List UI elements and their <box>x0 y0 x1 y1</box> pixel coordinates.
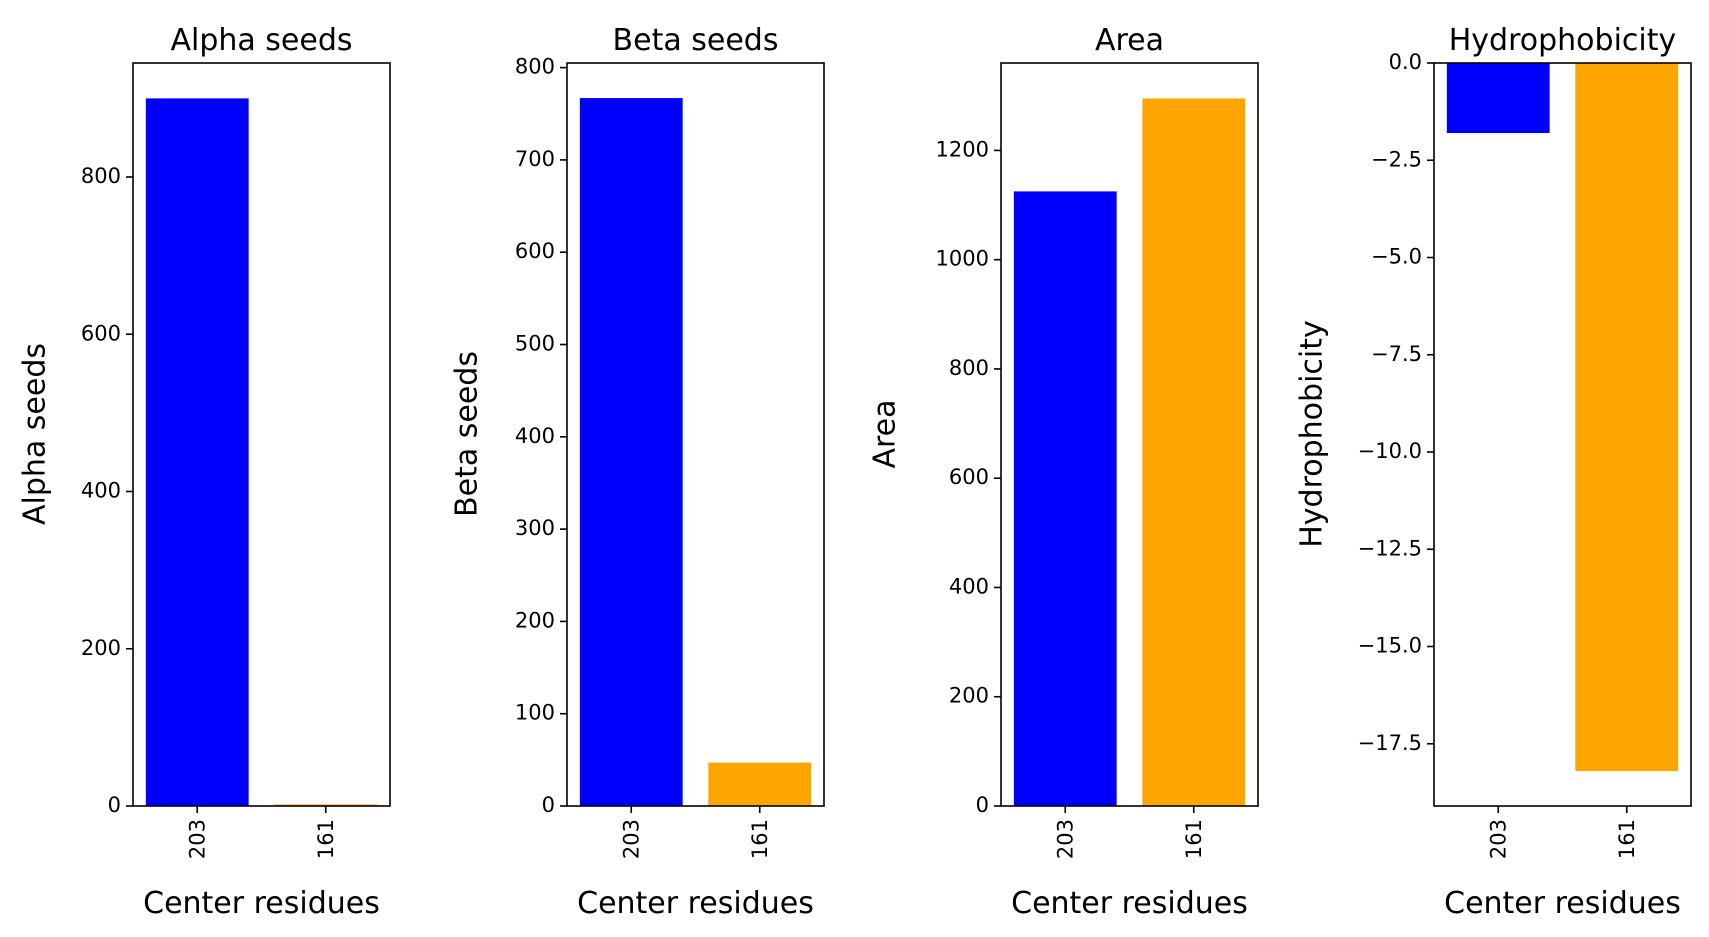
bar-203 <box>579 98 683 806</box>
x-tick-label: 203 <box>1053 819 1077 859</box>
x-tick-label: 203 <box>619 819 643 859</box>
y-tick-label: 0 <box>108 793 121 817</box>
y-tick-label: 400 <box>515 424 555 448</box>
y-tick-label: −15.0 <box>1358 634 1422 658</box>
area-panel: Area Area Center residues 203 161 0 200 400 6… <box>868 23 1259 921</box>
x-tick-label: 203 <box>185 819 209 859</box>
alpha-seeds-panel: Alpha seeds Alpha seeds Center residues … <box>18 23 391 921</box>
bar-203 <box>145 98 249 806</box>
bar-203 <box>1013 191 1117 806</box>
plot-frame <box>1433 62 1692 807</box>
x-axis-label: Center residues <box>1444 886 1681 921</box>
chart-title: Area <box>1095 23 1164 58</box>
y-tick-label: 600 <box>515 239 555 263</box>
bar-161 <box>1142 98 1246 806</box>
y-tick-label: −10.0 <box>1358 439 1422 463</box>
y-tick-label: 0.0 <box>1389 50 1422 74</box>
beta-seeds-panel: Beta seeds Beta seeds Center residues 20… <box>450 23 825 921</box>
y-tick-label: 300 <box>515 516 555 540</box>
y-tick-label: 200 <box>515 608 555 632</box>
y-axis-label: Area <box>868 399 903 468</box>
x-tick-label: 161 <box>314 819 338 859</box>
x-axis-label: Center residues <box>143 886 380 921</box>
y-tick-label: 800 <box>949 356 989 380</box>
chart-title: Alpha seeds <box>170 23 352 58</box>
y-tick-label: 700 <box>515 147 555 171</box>
y-tick-label: 400 <box>949 574 989 598</box>
x-tick-label: 161 <box>1182 819 1206 859</box>
y-tick-label: 0 <box>976 793 989 817</box>
chart-title: Beta seeds <box>613 23 779 58</box>
plot-frame <box>1000 62 1259 807</box>
y-tick-label: 200 <box>81 636 121 660</box>
y-axis-label: Alpha seeds <box>18 343 53 525</box>
x-tick-label: 203 <box>1486 819 1510 859</box>
y-axis-label: Beta seeds <box>450 351 485 517</box>
y-tick-label: 0 <box>542 793 555 817</box>
x-tick-label: 161 <box>748 819 772 859</box>
y-tick-label: 100 <box>515 701 555 725</box>
y-tick-label: 600 <box>949 465 989 489</box>
y-tick-label: −17.5 <box>1358 731 1422 755</box>
y-tick-label: −7.5 <box>1371 342 1422 366</box>
hydrophobicity-panel: Hydrophobicity Hydrophobicity Center res… <box>1295 23 1692 921</box>
y-tick-label: 800 <box>81 164 121 188</box>
bar-161 <box>708 762 812 806</box>
y-tick-label: 1000 <box>936 247 989 271</box>
y-tick-label: 400 <box>81 479 121 503</box>
x-tick-label: 161 <box>1615 819 1639 859</box>
y-tick-label: 200 <box>949 684 989 708</box>
chart-title: Hydrophobicity <box>1449 23 1677 58</box>
y-tick-label: −12.5 <box>1358 536 1422 560</box>
bar-203 <box>1446 63 1550 134</box>
y-axis-label: Hydrophobicity <box>1295 320 1330 548</box>
y-tick-label: 600 <box>81 321 121 345</box>
y-tick-label: −2.5 <box>1371 147 1422 171</box>
plot-frame <box>132 62 391 807</box>
bar-161 <box>1575 63 1679 771</box>
x-axis-label: Center residues <box>1011 886 1248 921</box>
y-tick-label: −5.0 <box>1371 245 1422 269</box>
y-tick-label: 500 <box>515 332 555 356</box>
x-axis-label: Center residues <box>577 886 814 921</box>
y-tick-label: 800 <box>515 55 555 79</box>
plot-frame <box>566 62 825 807</box>
y-tick-label: 1200 <box>936 137 989 161</box>
